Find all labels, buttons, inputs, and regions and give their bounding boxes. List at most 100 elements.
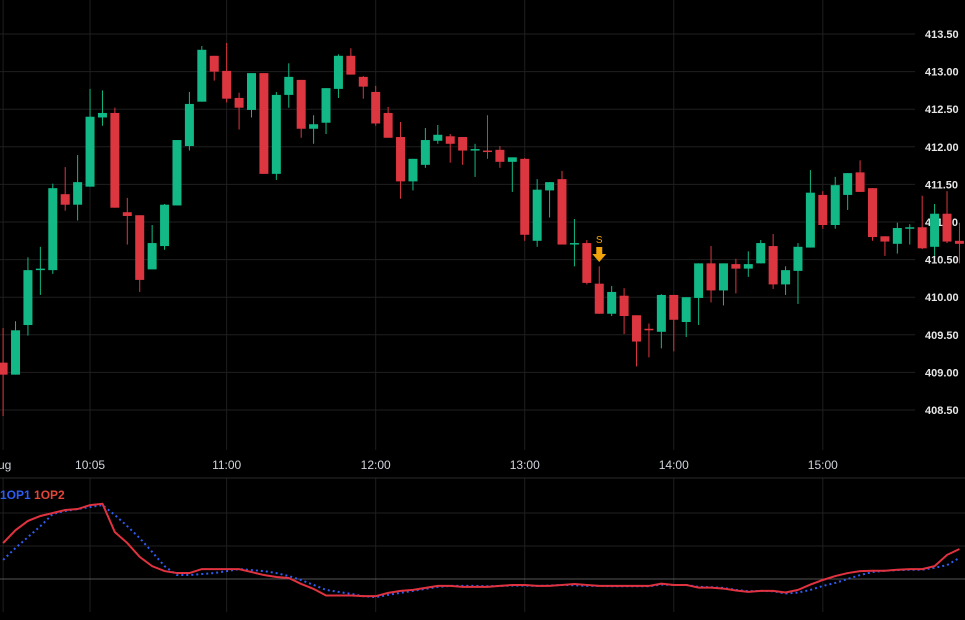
candle-body xyxy=(35,268,45,271)
candle xyxy=(644,323,654,358)
candle xyxy=(222,43,232,103)
price-tick-label: 411.00 xyxy=(925,217,958,229)
candle xyxy=(110,107,120,208)
legend-1op2[interactable]: 1OP2 xyxy=(34,488,65,502)
candle xyxy=(271,91,281,180)
candle-body xyxy=(11,330,21,375)
candle xyxy=(917,195,927,250)
candle xyxy=(669,294,679,352)
candle-body xyxy=(532,189,542,241)
candle xyxy=(458,137,468,165)
candle-body xyxy=(830,185,840,226)
candle-body xyxy=(73,182,83,205)
candle-body xyxy=(482,150,492,153)
candle-body xyxy=(458,137,468,151)
candle xyxy=(433,124,443,144)
candle-body xyxy=(433,134,443,141)
candle xyxy=(781,266,791,295)
price-tick-label: 412.50 xyxy=(925,104,959,116)
candle-body xyxy=(632,315,642,342)
candle-body xyxy=(880,236,890,242)
time-tick-label: 12:00 xyxy=(361,458,391,472)
candle-body xyxy=(358,76,368,87)
candle xyxy=(48,183,58,274)
candle-body xyxy=(209,55,219,72)
time-tick-label: 13:00 xyxy=(510,458,540,472)
candle xyxy=(855,160,865,192)
candle-body xyxy=(582,243,592,283)
candle-body xyxy=(843,173,853,195)
price-tick-label: 411.50 xyxy=(925,179,958,191)
candle xyxy=(346,48,356,75)
candle xyxy=(843,173,853,210)
candle-body xyxy=(855,172,865,192)
candle xyxy=(209,55,219,81)
candle-body xyxy=(793,246,803,271)
candle xyxy=(60,167,70,211)
candle xyxy=(557,170,567,245)
candle-body xyxy=(321,88,331,123)
candle xyxy=(35,246,45,295)
candle xyxy=(607,285,617,316)
candle-body xyxy=(147,243,157,270)
price-tick-label: 413.50 xyxy=(925,29,959,41)
candle xyxy=(793,243,803,304)
candle-body xyxy=(420,140,430,165)
candle-body xyxy=(607,291,617,314)
candle xyxy=(731,258,741,294)
candle-body xyxy=(197,49,207,102)
candle-body xyxy=(110,112,120,208)
candle-body xyxy=(954,240,964,244)
candle xyxy=(694,263,704,326)
candle xyxy=(122,197,132,245)
candle xyxy=(619,288,629,335)
candle xyxy=(681,297,691,338)
candle xyxy=(383,106,393,138)
candle-body xyxy=(135,215,145,280)
price-tick-label: 409.00 xyxy=(925,367,959,379)
candle-body xyxy=(23,270,33,326)
price-tick-label: 410.50 xyxy=(925,255,959,267)
candle xyxy=(632,315,642,367)
candle xyxy=(184,91,194,151)
candle xyxy=(333,54,343,98)
candle-body xyxy=(309,124,319,129)
candle-body xyxy=(60,194,70,205)
candle-body xyxy=(942,213,952,242)
candle-body xyxy=(445,136,455,144)
legend-1op1[interactable]: 1OP1 xyxy=(0,488,31,502)
candle-body xyxy=(905,227,915,229)
candle-body xyxy=(0,362,8,375)
candle xyxy=(445,134,455,163)
candle-body xyxy=(371,91,381,124)
candle xyxy=(830,176,840,229)
candle xyxy=(495,146,505,168)
candle-body xyxy=(346,55,356,75)
candle xyxy=(868,188,877,241)
candle-body xyxy=(383,112,393,138)
candle xyxy=(545,182,555,218)
candle-body xyxy=(930,213,940,247)
candle xyxy=(706,246,716,303)
candle xyxy=(805,170,815,248)
time-tick-label: 14:00 xyxy=(659,458,689,472)
price-tick-label: 413.00 xyxy=(925,67,959,79)
arrow-down-icon xyxy=(592,247,607,262)
candle-body xyxy=(408,158,418,182)
candle xyxy=(880,236,890,256)
candle xyxy=(396,121,406,199)
time-tick-label: ug xyxy=(0,458,11,472)
candle xyxy=(656,294,666,349)
candle-body xyxy=(619,295,629,316)
candle-body xyxy=(892,228,902,244)
candle-body xyxy=(122,212,132,216)
candle-body xyxy=(718,263,728,291)
candle-body xyxy=(545,182,555,191)
time-tick-label: 11:00 xyxy=(212,458,241,472)
series-line-1op2 xyxy=(2,502,960,598)
candle-body xyxy=(234,97,244,108)
candle-body xyxy=(85,116,95,187)
candle-body xyxy=(917,227,927,249)
candle-body xyxy=(557,179,567,245)
